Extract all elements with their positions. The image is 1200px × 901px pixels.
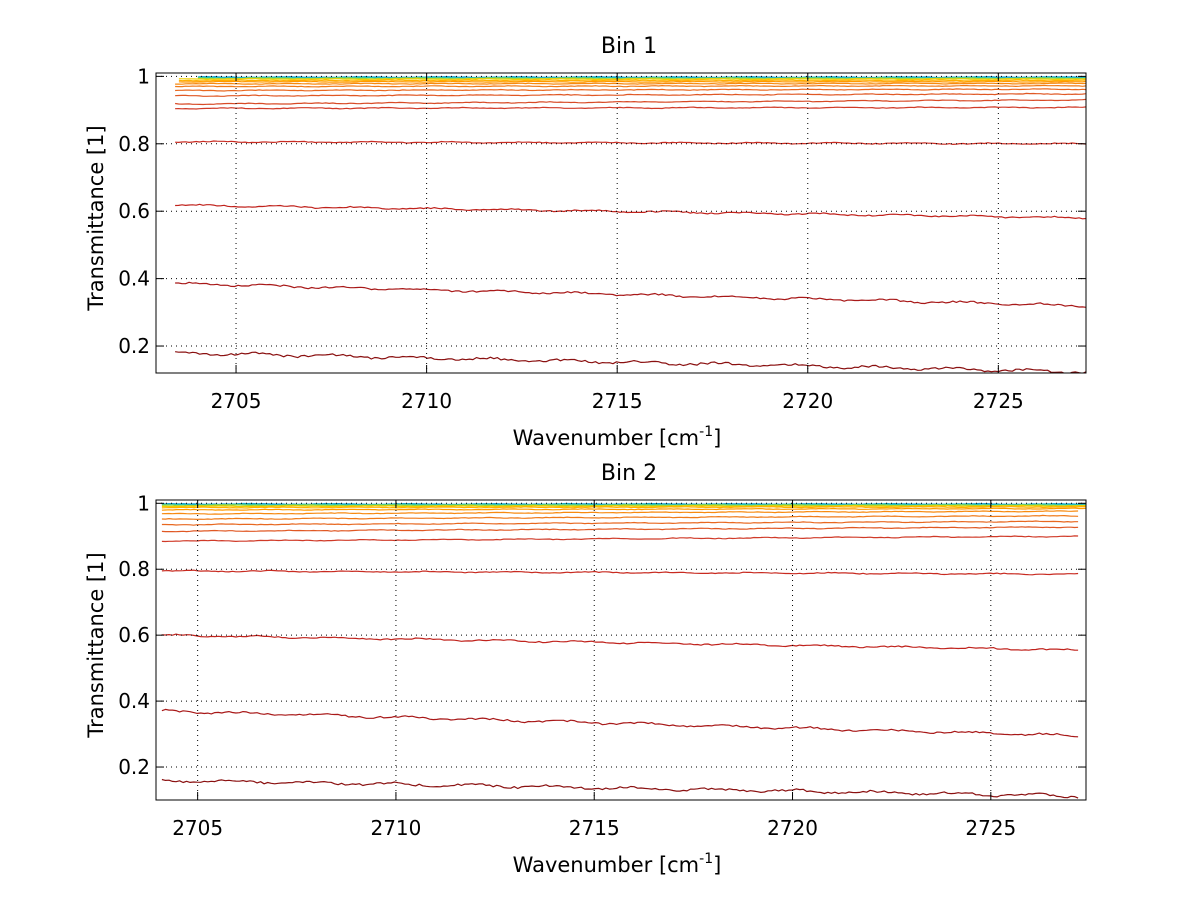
x-tick-label: 2725 — [965, 816, 1016, 840]
spectrum-trace — [161, 535, 1079, 543]
x-tick-label: 2720 — [767, 816, 818, 840]
spectrum-trace — [161, 633, 1079, 651]
y-tick-label: 0.6 — [118, 199, 150, 223]
bin-1-title: Bin 1 — [601, 34, 657, 59]
spectrum-trace — [161, 504, 1086, 507]
y-tick-label: 0.6 — [118, 623, 150, 647]
y-tick-label: 1 — [137, 491, 150, 515]
spectrum-trace — [161, 510, 1079, 515]
y-tick-label: 0.4 — [118, 689, 150, 713]
x-tick-label: 2710 — [401, 389, 452, 413]
x-tick-label: 2715 — [592, 389, 643, 413]
y-tick-label: 0.2 — [118, 755, 150, 779]
spectrum-trace — [175, 92, 1086, 97]
y-tick-label: 0.8 — [118, 557, 150, 581]
spectrum-trace — [175, 140, 1086, 145]
bin-1-y-axis-label: Transmittance [1] — [84, 125, 108, 311]
bin-2-x-axis-label: Wavenumber [cm-1] — [513, 851, 722, 877]
spectrum-trace — [178, 79, 1086, 82]
spectrum-trace — [175, 203, 1086, 220]
y-tick-label: 0.8 — [118, 132, 150, 156]
spectrum-trace — [178, 80, 1086, 83]
x-tick-label: 2715 — [569, 816, 620, 840]
spectrum-trace — [175, 351, 1086, 373]
spectrum-trace — [161, 504, 1086, 508]
spectrum-trace — [175, 106, 1086, 110]
y-tick-label: 0.4 — [118, 267, 150, 291]
y-tick-label: 1 — [137, 64, 150, 88]
x-tick-label: 2705 — [211, 389, 262, 413]
spectrum-trace — [175, 84, 1086, 88]
spectrum-trace — [161, 514, 1079, 520]
spectrum-trace — [161, 569, 1079, 576]
x-tick-label: 2720 — [782, 389, 833, 413]
y-tick-label: 0.2 — [118, 334, 150, 358]
x-tick-label: 2725 — [973, 389, 1024, 413]
spectrum-trace — [161, 507, 1086, 511]
bin-1-x-axis-label: Wavenumber [cm-1] — [513, 424, 722, 450]
spectrum-trace — [178, 78, 1086, 81]
spectrum-trace — [175, 281, 1086, 308]
spectrum-trace — [175, 98, 1086, 106]
bin-1-axes-frame — [155, 72, 1087, 374]
spectrum-trace — [161, 708, 1079, 738]
bin-2-title: Bin 2 — [601, 461, 657, 486]
spectrum-trace — [175, 82, 1086, 85]
x-tick-label: 2710 — [370, 816, 421, 840]
spectrum-trace — [175, 88, 1086, 92]
spectrum-trace — [161, 526, 1079, 533]
bin-2-y-axis-label: Transmittance [1] — [84, 552, 108, 738]
x-tick-label: 2705 — [172, 816, 223, 840]
bin-2-axes-frame — [155, 499, 1087, 801]
spectrum-trace — [161, 778, 1079, 799]
spectrum-trace — [161, 520, 1079, 526]
spectrum-trace — [161, 505, 1086, 509]
